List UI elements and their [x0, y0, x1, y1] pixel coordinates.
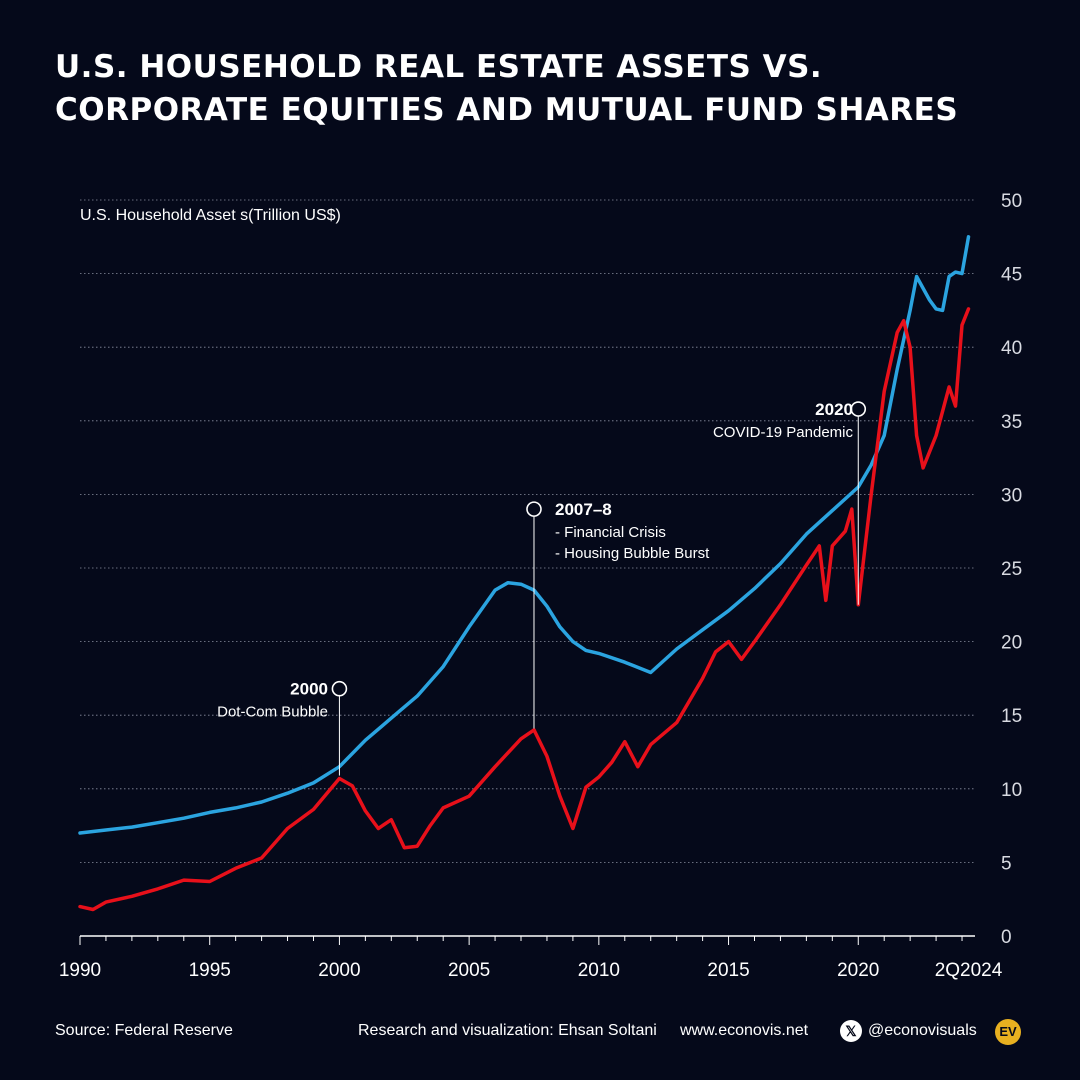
credit-text: Research and visualization: Ehsan Soltan…: [358, 1022, 657, 1039]
line-chart: 0 5 10 15 20 25 30 35 40 45 50 U.S. Household Asse…: [59, 191, 1022, 981]
x-tick-label: 2Q2024: [935, 960, 1003, 981]
annotation-text: - Housing Bubble Burst: [555, 545, 710, 562]
annotation-marker: [526, 501, 542, 517]
annotation-text: Dot-Com Bubble: [217, 704, 328, 721]
y-axis-label: U.S. Household Asset s(Trillion US$): [80, 207, 341, 224]
x-tick-label: 1990: [59, 960, 101, 981]
y-tick-label: 15: [1001, 706, 1022, 727]
annotation-title: 2000: [290, 680, 328, 699]
social-handle[interactable]: @econovisuals: [868, 1022, 977, 1039]
y-tick-label: 45: [1001, 265, 1022, 286]
x-logo-icon[interactable]: 𝕏: [840, 1020, 862, 1042]
y-tick-label: 40: [1001, 338, 1022, 359]
annotation-marker: [850, 401, 867, 417]
y-tick-label: 10: [1001, 780, 1022, 801]
grid-lines: [80, 199, 975, 863]
annotation-text: - Financial Crisis: [555, 524, 666, 541]
y-axis-tick-labels: 0 5 10 15 20 25 30 35 40 45 50: [1001, 191, 1022, 948]
x-tick-label: 1995: [189, 960, 231, 981]
series-line-1: [78, 235, 971, 835]
y-tick-label: 30: [1001, 485, 1022, 506]
y-tick-label: 25: [1001, 559, 1022, 580]
x-tick-label: 2005: [448, 960, 490, 981]
series-line-2: [78, 307, 971, 912]
y-tick-label: 50: [1001, 191, 1022, 212]
chart-title-line-1: U.S. HOUSEHOLD REAL ESTATE ASSETS VS.: [55, 49, 823, 85]
annotations: 2000 Dot-Com Bubble 2007–8 - Financial Cris…: [217, 400, 867, 776]
y-tick-label: 20: [1001, 633, 1022, 654]
annotation-2000: 2000 Dot-Com Bubble: [217, 680, 348, 776]
econovis-logo-icon: EV: [995, 1019, 1021, 1045]
x-tick-label: 2020: [837, 960, 879, 981]
annotation-title: 2020: [815, 400, 853, 419]
annotation-marker: [331, 680, 348, 697]
x-tick-label: 2010: [578, 960, 620, 981]
annotation-2007.5: 2007–8 - Financial Crisis - Housing Bubble…: [526, 500, 710, 729]
annotation-2020: 2020 COVID-19 Pandemic: [713, 400, 867, 605]
annotation-title: 2007–8: [555, 500, 612, 519]
chart-title-line-2: CORPORATE EQUITIES AND MUTUAL FUND SHARE…: [55, 92, 959, 128]
series-lines: [78, 235, 971, 912]
x-tick-label: 2015: [707, 960, 749, 981]
x-tick-label: 2000: [318, 960, 360, 981]
y-tick-label: 35: [1001, 412, 1022, 433]
x-axis: 1990 1995 2000 2005 2010 2015 2020 2Q2024: [59, 935, 1003, 981]
y-tick-label: 0: [1001, 927, 1012, 948]
annotation-text: COVID-19 Pandemic: [713, 424, 854, 441]
website-link[interactable]: www.econovis.net: [680, 1022, 809, 1039]
chart-title: U.S. HOUSEHOLD REAL ESTATE ASSETS VS. CO…: [55, 46, 1035, 132]
y-tick-label: 5: [1001, 853, 1012, 874]
source-text: Source: Federal Reserve: [55, 1022, 233, 1039]
